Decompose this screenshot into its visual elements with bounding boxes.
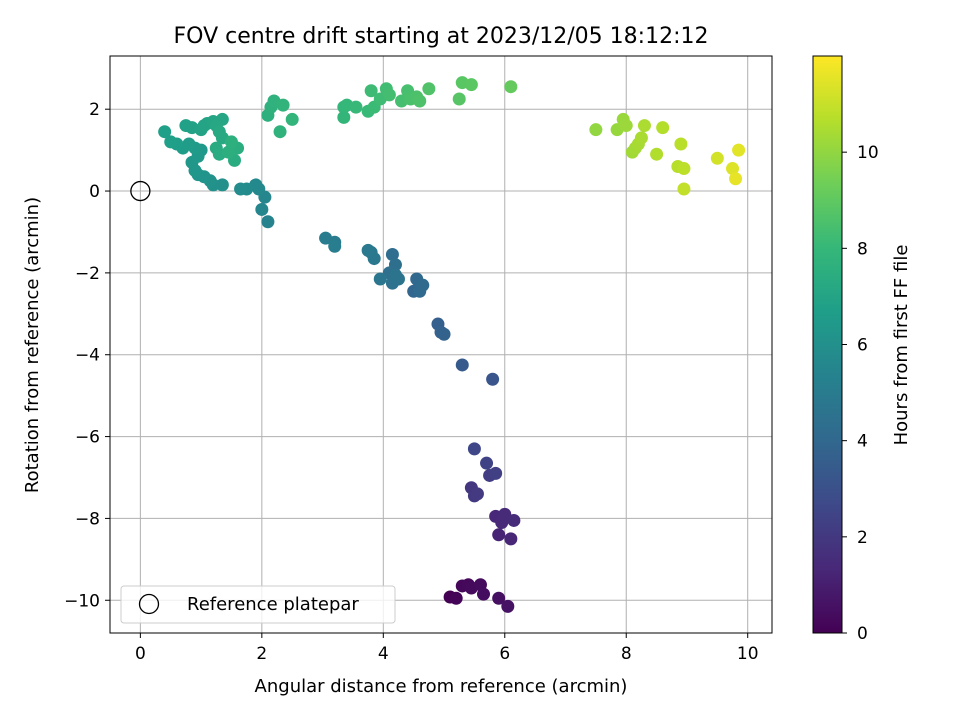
points-layer [130,76,746,613]
data-point [413,94,427,108]
data-point [391,272,405,286]
data-point [361,243,375,257]
x-tick-label: 4 [378,644,389,664]
data-point [589,123,603,137]
colorbar-tick-label: 2 [857,528,868,548]
data-point [373,272,387,286]
legend: Reference platepar [120,585,396,624]
colorbar: 0 2 4 6 8 10 Hours from first FF file [812,55,912,644]
data-point [416,278,430,292]
x-tick-label: 0 [135,644,146,664]
data-point [492,591,506,605]
data-point [619,119,633,133]
data-point [504,80,518,94]
data-point [492,528,506,542]
data-point [449,591,463,605]
data-point [337,110,351,124]
data-point [634,131,648,145]
y-tick-label: −4 [75,346,100,366]
data-point [261,215,275,229]
data-point [501,599,515,613]
data-point [677,162,691,176]
legend-entry-label: Reference platepar [187,594,359,615]
data-point [498,507,512,521]
data-point [477,587,491,601]
colorbar-tick-label: 4 [857,432,868,452]
data-point [464,78,478,92]
data-point [470,487,484,501]
colorbar-tick-label: 0 [857,624,868,644]
data-point [385,247,399,261]
data-point [364,84,378,98]
legend-reference-marker [138,593,160,615]
data-point [455,358,469,372]
data-point [504,532,518,546]
data-point [328,239,342,253]
data-point [489,466,503,480]
x-tick-label: 8 [621,644,632,664]
data-point [729,172,743,186]
grid-layer [110,56,772,633]
data-point [656,121,670,135]
x-axis-ticks: 0 2 4 6 8 10 [135,633,759,664]
data-point [726,162,740,176]
data-point [273,125,287,139]
x-tick-label: 10 [737,644,759,664]
colorbar-ticks: 0 2 4 6 8 10 [842,143,879,644]
colorbar-label: Hours from first FF file [891,245,912,446]
data-point [732,143,746,157]
data-point [677,182,691,196]
x-axis-label: Angular distance from reference (arcmin) [255,676,628,697]
data-point [224,135,238,149]
data-point [452,92,466,106]
data-point [221,145,235,159]
data-point [507,513,521,527]
data-point [319,231,333,245]
data-point [422,82,436,96]
data-point [480,456,494,470]
data-point [437,327,451,341]
data-point [382,88,396,102]
data-point [158,125,172,139]
data-point [164,135,178,149]
reference-platepar-marker [130,180,151,202]
data-point [674,137,688,151]
plot-area-frame [109,55,773,634]
data-point [255,202,269,216]
data-point [276,98,290,112]
y-axis-label: Rotation from reference (arcmin) [22,197,43,493]
y-axis-ticks: −10 −8 −6 −4 −2 0 2 [64,100,110,611]
data-point [349,100,363,114]
data-point [215,178,229,192]
x-tick-label: 2 [256,644,267,664]
colorbar-tick-label: 8 [857,239,868,259]
y-tick-label: −2 [75,264,100,284]
y-tick-label: −8 [75,509,100,529]
y-tick-label: −6 [75,428,100,448]
colorbar-gradient [812,55,843,634]
y-tick-label: 0 [89,182,100,202]
chart-title: FOV centre drift starting at 2023/12/05 … [174,24,709,49]
data-point [710,151,724,165]
data-point [650,147,664,161]
y-tick-label: 2 [89,100,100,120]
data-point [486,372,500,386]
colorbar-tick-label: 6 [857,336,868,356]
data-point [234,182,248,196]
data-point [637,119,651,133]
data-point [285,112,299,126]
data-point [467,442,481,456]
colorbar-tick-label: 10 [857,143,879,163]
y-tick-label: −10 [64,591,100,611]
x-tick-label: 6 [499,644,510,664]
legend-box [120,585,396,624]
